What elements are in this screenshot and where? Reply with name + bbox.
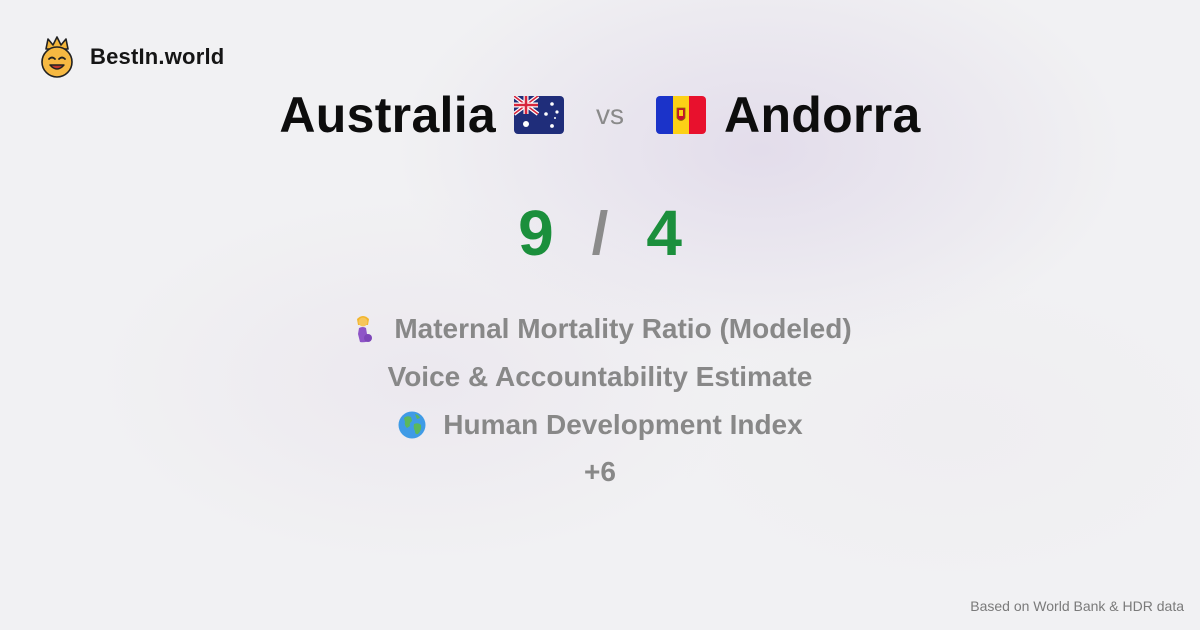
brand-logo[interactable]: BestIn.world: [38, 36, 224, 78]
metric-item: Voice & Accountability Estimate: [388, 360, 813, 394]
data-source-note: Based on World Bank & HDR data: [970, 598, 1184, 614]
left-country-name: Australia: [279, 87, 497, 143]
metric-item: Maternal Mortality Ratio (Modeled): [348, 312, 852, 346]
metric-item: Human Development Index: [397, 408, 803, 442]
vs-label: vs: [596, 99, 625, 130]
comparison-title: Australia vs Andorra: [0, 86, 1200, 144]
brand-name: BestIn.world: [90, 44, 225, 69]
score-separator: /: [591, 199, 609, 267]
metric-label: Voice & Accountability Estimate: [387, 361, 813, 392]
metrics-list: Maternal Mortality Ratio (Modeled) Voice…: [0, 312, 1200, 488]
right-country-name: Andorra: [724, 87, 921, 143]
score-display: 9 / 4: [0, 196, 1200, 270]
australia-flag-icon: [514, 96, 565, 134]
left-score: 9: [518, 197, 554, 269]
more-metrics-count: +6: [584, 456, 616, 487]
pregnant-woman-icon: [357, 316, 373, 343]
andorra-flag-icon: [656, 96, 707, 134]
metric-label: Maternal Mortality Ratio (Modeled): [394, 313, 852, 344]
right-score: 4: [646, 197, 682, 269]
globe-icon: [398, 411, 426, 439]
metric-label: Human Development Index: [443, 409, 803, 440]
crowned-smiley-icon: [41, 36, 73, 78]
